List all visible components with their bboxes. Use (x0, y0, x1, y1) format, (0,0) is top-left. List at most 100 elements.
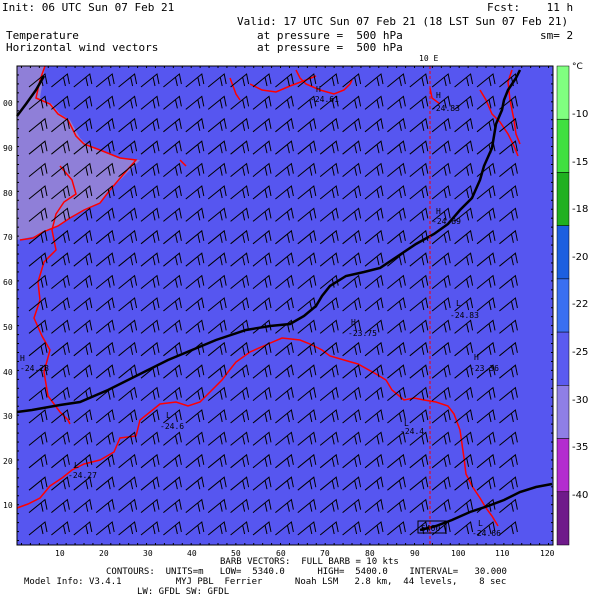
wind-barb (252, 140, 272, 155)
colorbar (556, 65, 570, 546)
wind-barb (476, 117, 496, 133)
wind-barb (140, 207, 160, 222)
wind-barb (140, 476, 160, 491)
wind-barb (73, 476, 93, 491)
wind-barb (73, 117, 93, 133)
wind-barb (364, 162, 384, 177)
wind-barb (163, 162, 182, 177)
wind-barb (163, 140, 182, 155)
wind-barb (319, 453, 339, 469)
low-marker: L (456, 299, 461, 308)
x-tick-120: 120 (540, 549, 555, 558)
x-tick-110: 110 (495, 549, 510, 558)
axis-ticks (17, 65, 553, 545)
wind-barb (207, 409, 227, 424)
extremum-value: -24.83 (431, 104, 460, 113)
wind-barb (387, 140, 406, 155)
wind-barb (454, 521, 474, 536)
smoothing-label: sm= 2 (540, 29, 574, 42)
wind-barb (28, 140, 48, 155)
wind-barb (454, 117, 474, 133)
wind-barb (95, 476, 115, 491)
wind-barb (342, 73, 362, 88)
wind-barb (51, 73, 70, 88)
wind-barb (230, 498, 250, 513)
wind-barb (252, 229, 272, 245)
wind-barb (297, 117, 317, 133)
wind-barb (207, 95, 227, 110)
wind-barb (252, 409, 272, 424)
wind-barb (319, 185, 339, 200)
wind-barb (73, 341, 93, 357)
wind-barb (431, 297, 451, 312)
wind-barb (476, 207, 496, 222)
wind-barb (342, 95, 362, 110)
wind-barb (275, 431, 294, 446)
wind-barb (364, 364, 384, 379)
wind-barb (275, 117, 294, 133)
wind-barb (163, 364, 182, 379)
wind-barb (342, 431, 362, 446)
colorbar-level: -35 (572, 442, 588, 453)
wind-barb (387, 386, 406, 401)
wind-barb (319, 252, 339, 267)
wind-barb (163, 297, 182, 312)
extremum-value: -24.66 (472, 529, 501, 538)
wind-barb (51, 341, 70, 357)
wind-barb (409, 73, 429, 88)
wind-barb (140, 364, 160, 379)
wind-barb (73, 95, 93, 110)
wind-barb (387, 319, 406, 334)
wind-barb (207, 453, 227, 469)
wind-barb (28, 319, 48, 334)
wind-barb (431, 341, 451, 357)
coastlines (16, 65, 521, 527)
wind-barb (499, 162, 518, 177)
wind-barb (163, 117, 182, 133)
wind-barb (252, 207, 272, 222)
wind-barb (207, 162, 227, 177)
wind-barb (409, 409, 429, 424)
wind-barb (207, 117, 227, 133)
wind-barb (185, 73, 205, 88)
wind-barb (431, 185, 451, 200)
wind-barb (140, 453, 160, 469)
wind-barb (51, 140, 70, 155)
wind-barb (140, 274, 160, 289)
y-tick-00: 00 (3, 99, 13, 108)
wind-barb (230, 274, 250, 289)
wind-barb (230, 185, 250, 200)
wind-barb (454, 185, 474, 200)
wind-barb (73, 140, 93, 155)
wind-barb (207, 297, 227, 312)
wind-barb (185, 364, 205, 379)
wind-barb (185, 274, 205, 289)
wind-barb (409, 319, 429, 334)
wind-barb (319, 274, 339, 289)
wind-barb (28, 297, 48, 312)
wind-barb (51, 185, 70, 200)
wind-barb (185, 252, 205, 267)
wind-barb (387, 431, 406, 446)
wind-barb (185, 453, 205, 469)
wind-barb (499, 73, 518, 88)
wind-barb (275, 319, 294, 334)
wind-barb (275, 341, 294, 357)
wind-barb (431, 521, 451, 536)
wind-barb (476, 229, 496, 245)
wind-barb (207, 498, 227, 513)
colorbar-swatch (556, 225, 570, 280)
wind-barb (185, 162, 205, 177)
wind-barb (499, 274, 518, 289)
wind-barb (431, 476, 451, 491)
wind-barb (207, 521, 227, 536)
wind-barb (140, 386, 160, 401)
wind-barb (118, 476, 138, 491)
field2-name: Horizontal wind vectors (6, 41, 159, 54)
wind-barb (364, 274, 384, 289)
wind-barb (409, 431, 429, 446)
colorbar-swatch (556, 491, 570, 546)
wind-barb (51, 95, 70, 110)
axis-labels: 10 20 30 40 50 60 70 80 90 100 110 120 1… (3, 99, 555, 558)
wind-barb (118, 185, 138, 200)
